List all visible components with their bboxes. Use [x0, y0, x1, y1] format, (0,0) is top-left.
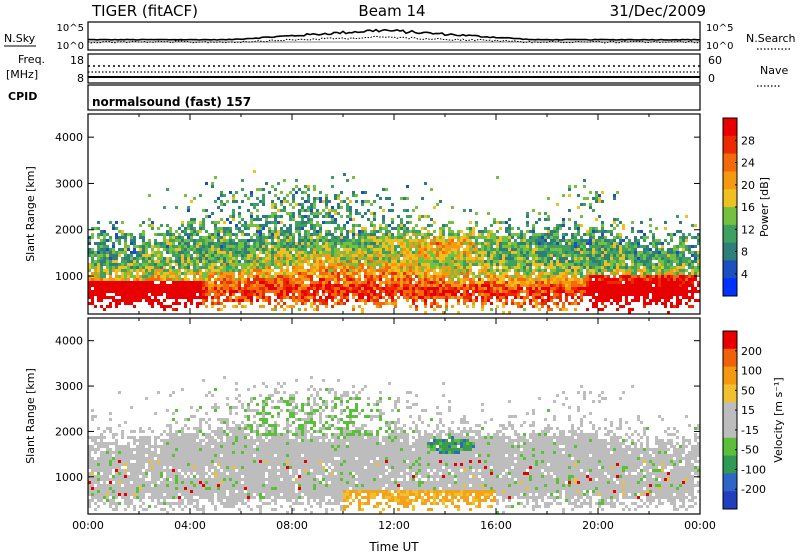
colorbar-tick-label: 50 — [741, 384, 755, 397]
date-label: 31/Dec/2009 — [610, 2, 706, 20]
freq-unit-label: [MHz] — [6, 68, 38, 81]
power-panel: 1000 2000 3000 4000 — [55, 113, 701, 315]
page-title: TIGER (fitACF) — [91, 2, 198, 20]
y-tick-label: 2000 — [55, 425, 83, 438]
colorbar-tick-label: 15 — [741, 404, 755, 417]
y-tick-label: 4000 — [55, 335, 83, 348]
colorbar-tick-label: -50 — [741, 444, 759, 457]
noise-tick-right-high: 10^5 — [706, 23, 733, 34]
x-axis-label: Time UT — [368, 540, 419, 554]
colorbar-tick-label: -100 — [741, 463, 766, 476]
y-tick-label: 4000 — [55, 131, 83, 144]
x-tick-label: 12:00 — [378, 519, 410, 532]
nsky-label: N.Sky — [4, 32, 36, 45]
cpid-panel — [87, 84, 701, 111]
colorbar-tick-label: 16 — [741, 201, 755, 214]
colorbar-tick-label: 12 — [741, 223, 755, 236]
noise-tick-left-high: 10^5 — [57, 23, 84, 34]
colorbar-tick-label: 20 — [741, 179, 755, 192]
colorbar-tick-label: 4 — [741, 268, 748, 281]
y-tick-label: 1000 — [55, 270, 83, 283]
freq-tick-high: 18 — [70, 54, 84, 67]
y-tick-label: 3000 — [55, 177, 83, 190]
nsearch-label: N.Search — [746, 32, 796, 45]
noise-panel — [87, 21, 701, 51]
velocity-colorbar: 200 100 50 15 -15 -50 -100 -200 — [722, 330, 766, 510]
freq-tick-low: 8 — [77, 72, 84, 85]
noise-tick-right-low: 10^0 — [706, 41, 733, 52]
velocity-y-axis-label: Slant Range [km] — [24, 368, 37, 464]
x-tick-label: 04:00 — [174, 519, 206, 532]
y-tick-label: 1000 — [55, 471, 83, 484]
colorbar-tick-label: 28 — [741, 134, 755, 147]
colorbar-tick-label: 100 — [741, 365, 762, 378]
nave-label: Nave — [760, 64, 788, 77]
velocity-colorbar-label: Velocity [m s⁻¹] — [772, 377, 785, 462]
colorbar-tick-label: -15 — [741, 424, 759, 437]
noise-sky-trace — [88, 28, 700, 41]
beam-label: Beam 14 — [358, 2, 425, 20]
power-y-axis-label: Slant Range [km] — [24, 166, 37, 262]
x-tick-label: 20:00 — [582, 519, 614, 532]
cpid-label: CPID — [8, 90, 37, 103]
cpid-text: normalsound (fast) 157 — [92, 95, 251, 109]
x-tick-label: 00:00 — [684, 519, 716, 532]
nave-tick-high: 60 — [708, 54, 722, 67]
power-colorbar-label: Power [dB] — [758, 177, 771, 237]
noise-tick-left-low: 10^0 — [57, 41, 84, 52]
x-tick-label: 16:00 — [480, 519, 512, 532]
colorbar-tick-label: 200 — [741, 345, 762, 358]
y-tick-label: 3000 — [55, 380, 83, 393]
velocity-panel: 1000 2000 3000 4000 00:00 04:00 08:00 12:00 16:… — [55, 317, 716, 532]
nave-tick-low: 0 — [708, 72, 715, 85]
velocity-data-cells — [88, 376, 700, 514]
freq-label: Freq. — [18, 53, 45, 66]
freq-nave-panel — [87, 53, 701, 84]
power-data-cells — [88, 170, 700, 314]
colorbar-tick-label: -200 — [741, 483, 766, 496]
y-tick-label: 2000 — [55, 224, 83, 237]
colorbar-tick-label: 24 — [741, 157, 755, 170]
x-tick-label: 00:00 — [72, 519, 104, 532]
power-colorbar: 28 24 20 16 12 8 4 — [722, 117, 755, 297]
colorbar-tick-label: 8 — [741, 246, 748, 259]
x-tick-label: 08:00 — [276, 519, 308, 532]
